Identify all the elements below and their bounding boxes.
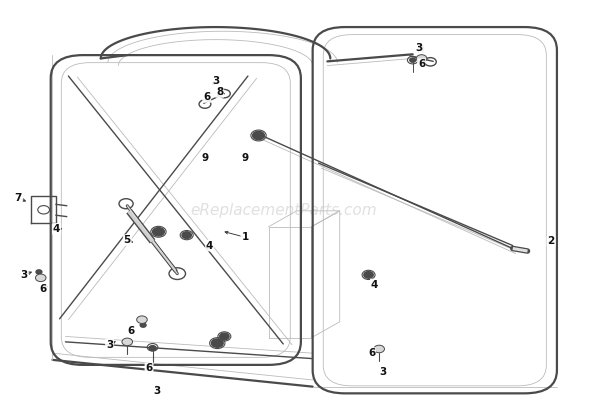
Circle shape — [140, 323, 146, 327]
Text: 4: 4 — [206, 241, 214, 251]
Text: 8: 8 — [216, 87, 223, 97]
Text: 3: 3 — [106, 340, 113, 350]
Circle shape — [417, 55, 427, 62]
Text: 5: 5 — [124, 235, 131, 245]
Text: 3: 3 — [212, 76, 219, 87]
Text: 4: 4 — [53, 224, 60, 234]
Text: 6: 6 — [145, 363, 153, 373]
Circle shape — [182, 232, 191, 239]
Text: 3: 3 — [21, 270, 28, 280]
Text: 3: 3 — [153, 386, 160, 396]
Circle shape — [410, 58, 416, 62]
Text: eReplacementParts.com: eReplacementParts.com — [190, 202, 376, 218]
Circle shape — [35, 274, 46, 281]
Text: 6: 6 — [128, 326, 135, 336]
Circle shape — [374, 345, 385, 353]
Text: 9: 9 — [241, 153, 248, 163]
Text: 3: 3 — [380, 368, 387, 378]
Circle shape — [153, 228, 165, 236]
Text: 6: 6 — [40, 284, 47, 294]
Circle shape — [36, 270, 42, 274]
Text: 6: 6 — [203, 92, 210, 102]
Text: 6: 6 — [418, 59, 425, 69]
Circle shape — [219, 333, 229, 340]
Circle shape — [122, 338, 133, 346]
Text: 7: 7 — [15, 193, 22, 203]
Circle shape — [364, 272, 373, 278]
Text: 6: 6 — [368, 348, 375, 358]
Text: 2: 2 — [548, 236, 555, 247]
Text: 1: 1 — [241, 232, 248, 242]
Circle shape — [149, 346, 156, 351]
Text: 3: 3 — [415, 42, 422, 52]
Text: 4: 4 — [371, 280, 378, 289]
Circle shape — [253, 131, 264, 140]
Circle shape — [137, 316, 148, 323]
Text: 9: 9 — [202, 153, 209, 163]
Circle shape — [211, 339, 223, 347]
